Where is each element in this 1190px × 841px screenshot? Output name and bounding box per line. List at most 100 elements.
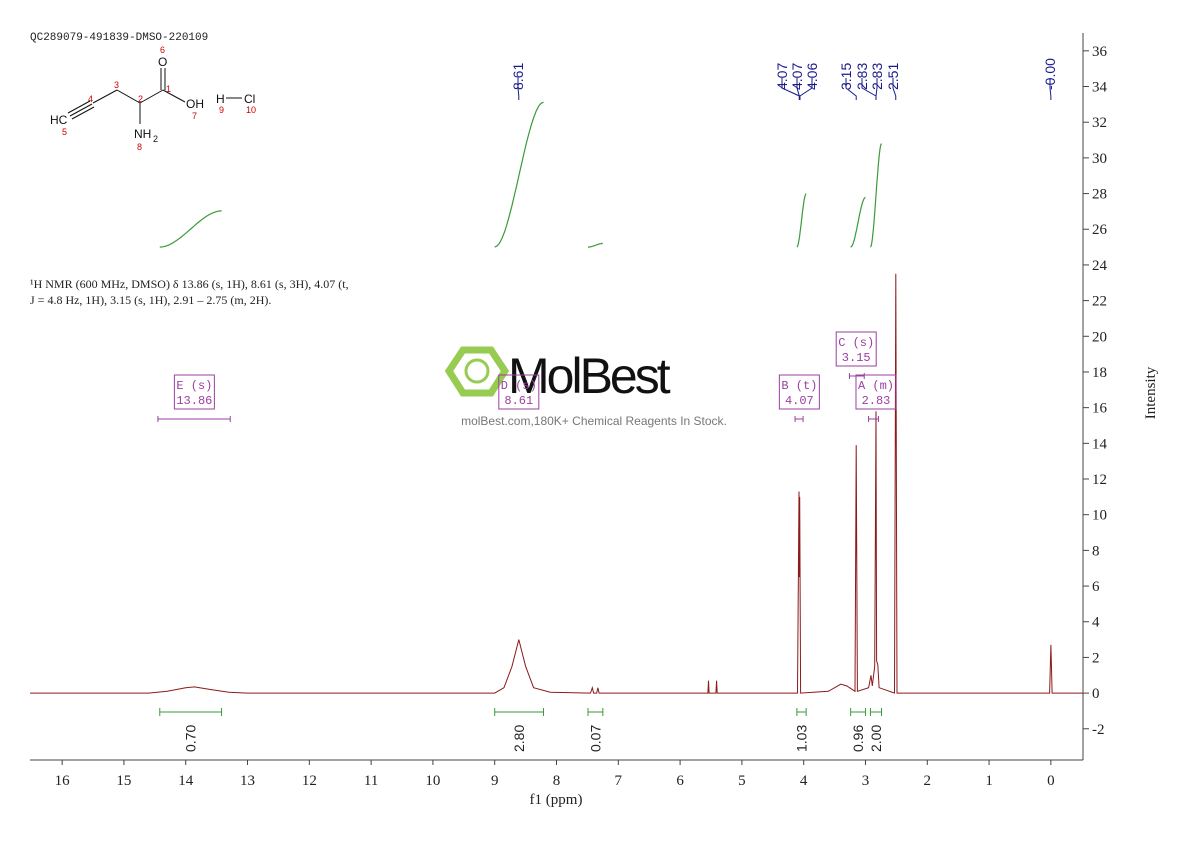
y-tick-label: 24 — [1092, 258, 1108, 274]
peak-label: 2.83 — [869, 63, 885, 90]
integral-curve — [869, 143, 883, 248]
x-tick-label: 13 — [240, 773, 255, 789]
y-tick-label: 28 — [1092, 187, 1107, 203]
y-tick-label: 36 — [1092, 44, 1108, 60]
peak-label: 2.83 — [854, 63, 870, 90]
y-tick-label: -2 — [1092, 722, 1105, 738]
x-tick-label: 4 — [800, 773, 808, 789]
multiplet-label: D (s) — [501, 379, 537, 393]
chart-title: QC289079-491839-DMSO-220109 — [30, 32, 208, 44]
atom-number: 3 — [114, 80, 119, 90]
structure — [67, 68, 242, 124]
description: ¹H NMR (600 MHz, DMSO) δ 13.86 (s, 1H), … — [30, 277, 349, 291]
atom-number: 10 — [246, 105, 256, 115]
y-tick-label: 22 — [1092, 294, 1107, 310]
peak-label: 4.06 — [804, 63, 820, 90]
integral-label: 1.03 — [794, 725, 810, 752]
y-tick-label: 34 — [1092, 80, 1108, 96]
atom-number: 7 — [192, 111, 197, 121]
atom-number: 2 — [138, 94, 143, 104]
peak-connector — [892, 78, 897, 100]
atom: NH — [134, 127, 151, 141]
atom-number: 4 — [88, 94, 93, 104]
x-tick-label: 14 — [178, 773, 194, 789]
watermark — [444, 346, 510, 397]
peak-connector — [796, 78, 800, 100]
x-tick-label: 5 — [738, 773, 746, 789]
multiplet-label: C (s) — [838, 336, 874, 350]
multiplet-box — [173, 374, 215, 410]
atom-number: 1 — [166, 84, 171, 94]
integral-label: 0.96 — [850, 725, 866, 752]
multiplet-shift: 4.07 — [785, 394, 814, 408]
multiplet-label: E (s) — [176, 379, 212, 393]
y-tick-label: 12 — [1092, 472, 1107, 488]
integral-curve — [588, 242, 603, 248]
multiplet-box — [498, 374, 540, 410]
peak-label: 8.61 — [510, 63, 526, 90]
atom: Cl — [244, 92, 255, 106]
x-tick-label: 15 — [116, 773, 131, 789]
atom: OH — [186, 97, 204, 111]
y-tick-label: 8 — [1092, 543, 1100, 559]
peak-connector — [1049, 78, 1052, 100]
x-tick-label: 2 — [924, 773, 932, 789]
x-tick-label: 3 — [862, 773, 870, 789]
peak-label: -0.00 — [1042, 58, 1058, 90]
y-tick-label: 14 — [1092, 436, 1108, 452]
atom: O — [158, 55, 167, 69]
y-tick-label: 20 — [1092, 329, 1107, 345]
atom: H — [216, 92, 225, 106]
multiplet-box — [855, 374, 897, 410]
y-tick-label: 0 — [1092, 686, 1100, 702]
x-tick-label: 12 — [302, 773, 317, 789]
y-tick-label: 6 — [1092, 579, 1100, 595]
y-tick-label: 32 — [1092, 115, 1107, 131]
watermark-brand: MolBest — [508, 348, 671, 404]
spectrum — [30, 273, 1083, 694]
y-tick-label: 30 — [1092, 151, 1107, 167]
multiplet-shift: 2.83 — [862, 394, 891, 408]
y-tick-label: 2 — [1092, 650, 1100, 666]
y-axis-label: Intensity — [1143, 366, 1159, 419]
integral-label: 0.07 — [587, 725, 603, 752]
x-tick-label: 6 — [676, 773, 684, 789]
integral-curve — [850, 196, 866, 248]
integral-curve — [159, 210, 222, 248]
peak-connector — [799, 78, 813, 100]
x-tick-label: 1 — [985, 773, 993, 789]
peak-label: 4.07 — [774, 63, 790, 90]
atom: HC — [50, 113, 68, 127]
watermark-tagline: molBest.com,180K+ Chemical Reagents In S… — [461, 414, 727, 428]
integral-label: 2.80 — [511, 725, 527, 752]
integral-label: 2.00 — [868, 725, 884, 752]
y-tick-label: 10 — [1092, 508, 1107, 524]
atom-number: 8 — [137, 142, 142, 152]
x-tick-label: 8 — [553, 773, 561, 789]
x-tick-label: 16 — [55, 773, 71, 789]
multiplet-label: A (m) — [858, 379, 894, 393]
y-tick-label: 18 — [1092, 365, 1107, 381]
x-tick-label: 7 — [615, 773, 623, 789]
multiplet-shift: 3.15 — [842, 351, 871, 365]
multiplet-box — [835, 331, 877, 367]
multiplet-shift: 13.86 — [176, 394, 212, 408]
x-tick-label: 11 — [364, 773, 378, 789]
atom-number: 6 — [160, 45, 165, 55]
peak-connector — [875, 78, 878, 100]
multiplet-shift: 8.61 — [504, 394, 533, 408]
x-tick-label: 9 — [491, 773, 499, 789]
peak-connector — [517, 78, 520, 100]
multiplet-box — [778, 374, 820, 410]
peak-label: 2.51 — [885, 63, 901, 90]
x-tick-label: 0 — [1047, 773, 1055, 789]
x-tick-label: 10 — [425, 773, 440, 789]
y-tick-label: 4 — [1092, 615, 1100, 631]
multiplet-label: B (t) — [781, 379, 817, 393]
y-tick-label: 26 — [1092, 222, 1108, 238]
integral-curve — [796, 193, 807, 248]
y-tick-label: 16 — [1092, 401, 1108, 417]
atom-number: 5 — [62, 127, 67, 137]
